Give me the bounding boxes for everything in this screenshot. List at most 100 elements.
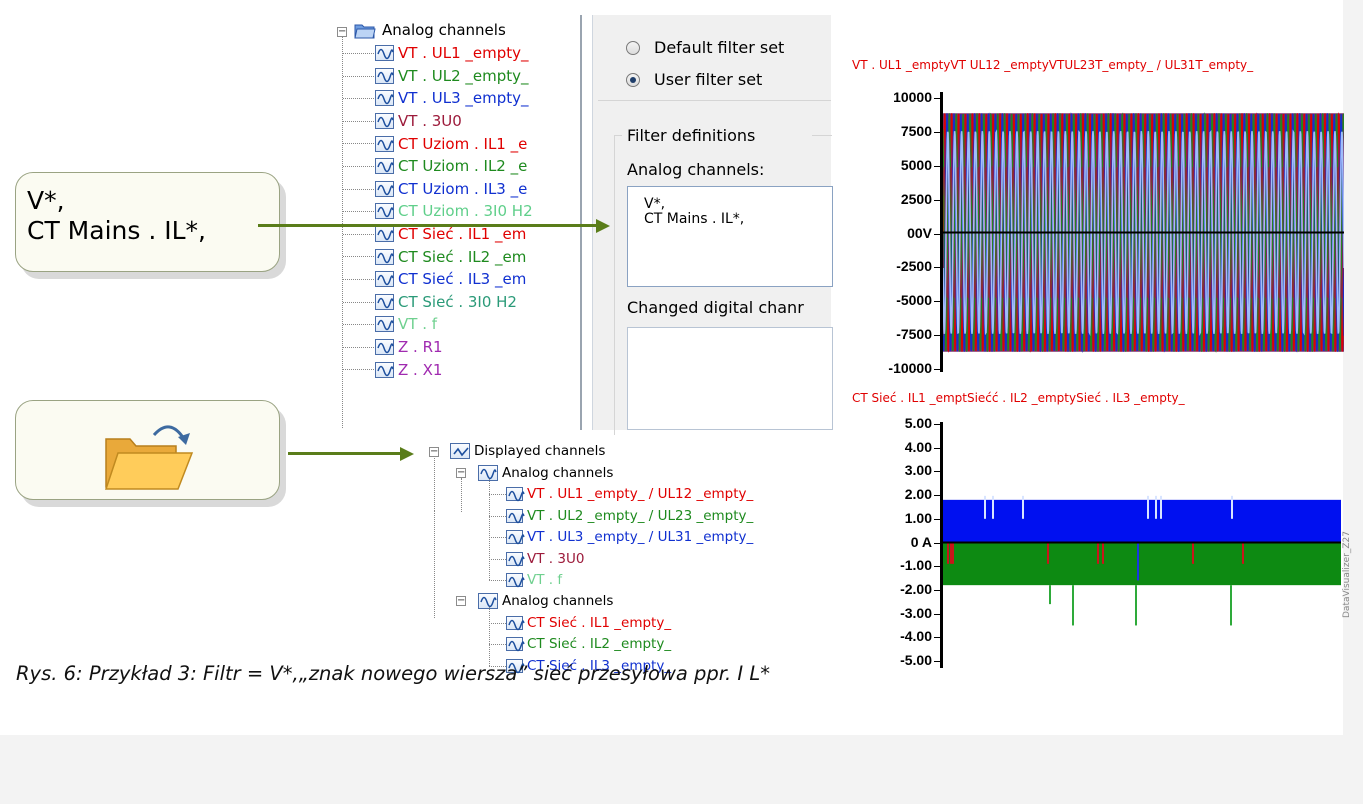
channel-group-icon (478, 593, 498, 610)
y-tick-mark (934, 542, 941, 544)
y-tick-mark (934, 301, 941, 303)
channel-icon (375, 226, 394, 243)
digital-filter-textarea[interactable] (627, 327, 833, 430)
tree-group-analog[interactable]: Analog channels (478, 591, 613, 611)
tree-item-label: CT Uziom . IL2 _e (398, 157, 528, 176)
y-tick-mark (934, 518, 941, 520)
tree-item-channel[interactable]: VT . UL2 _empty_ (375, 65, 529, 88)
callout-filter: V*, CT Mains . IL*, (15, 172, 280, 272)
folder-icon (354, 22, 376, 39)
tree-root-analog[interactable]: Analog channels (354, 19, 506, 42)
tree-item-channel[interactable]: CT Uziom . IL2 _e (375, 155, 527, 178)
tree-line (343, 301, 374, 303)
tree-item-label: VT . 3U0 (527, 550, 585, 567)
tree-item-channel[interactable]: CT Sieć . IL1 _em (375, 223, 526, 246)
tree-item-channel[interactable]: CT Uziom . IL1 _e (375, 132, 527, 155)
open-folder-icon (104, 415, 194, 495)
analog-filter-textarea[interactable]: V*, CT Mains . IL*, (627, 186, 833, 287)
chart1-plot (943, 112, 1344, 354)
tree-item-channel[interactable]: CT Sieć . IL2 _em (375, 245, 526, 268)
tree-item-channel[interactable]: VT . UL3 _empty_ (375, 87, 529, 110)
tree-item-channel[interactable]: CT Sieć . 3I0 H2 (375, 291, 517, 314)
default-filter-label: Default filter set (654, 38, 785, 57)
analog-filter-line-2: CT Mains . IL*, (644, 211, 745, 227)
groupbox-border-top (614, 135, 622, 136)
tree-line (489, 537, 506, 539)
tree-item-channel[interactable]: CT Sieć . IL2 _empty_ (506, 634, 671, 654)
tree-root-displayed[interactable]: Displayed channels (450, 441, 605, 461)
tree-line (343, 369, 374, 371)
y-tick-mark (934, 589, 941, 591)
side-label: DataVisualizer_Z27 (1342, 531, 1352, 618)
tree-item-label: CT Sieć . IL2 _empty_ (527, 636, 672, 653)
collapse-icon[interactable]: − (456, 467, 466, 478)
channel-tree-top: − Analog channels VT . UL1 _empty_ VT . U… (330, 15, 580, 430)
tree-item-channel[interactable]: VT . 3U0 (506, 549, 584, 569)
tree-item-channel[interactable]: VT . f (506, 570, 562, 590)
y-tick-mark (934, 471, 941, 473)
tree-root-label: Displayed channels (474, 443, 606, 459)
chart2-y-axis (940, 422, 943, 668)
tree-line (489, 580, 506, 581)
collapse-icon[interactable]: − (337, 26, 347, 37)
tree-group-analog[interactable]: Analog channels (478, 463, 613, 483)
channel-icon (375, 339, 394, 356)
channel-icon (506, 658, 525, 673)
tree-item-label: CT Sieć . IL3 _em (398, 270, 527, 289)
tree-line (489, 644, 506, 646)
y-tick-mark (934, 661, 941, 662)
y-tick-label: -1.00 (900, 557, 932, 574)
tree-item-label: VT . UL3 _empty_ (398, 89, 529, 108)
channel-icon (375, 316, 394, 333)
tree-item-channel[interactable]: VT . UL3 _empty_ / UL31 _empty_ (506, 527, 753, 547)
tree-line (489, 479, 490, 580)
y-tick-label: 3.00 (904, 462, 932, 479)
tree-item-channel[interactable]: VT . 3U0 (375, 110, 462, 133)
tree-item-channel[interactable]: CT Uziom . IL3 _e (375, 178, 527, 201)
y-tick-mark (934, 637, 941, 639)
collapse-icon[interactable]: − (456, 595, 466, 607)
y-tick-mark (934, 613, 941, 615)
channel-icon (375, 67, 394, 84)
tree-item-channel[interactable]: Z . R1 (375, 336, 443, 359)
groupbox-border-top-right (812, 135, 832, 136)
tree-item-label: CT Sieć . IL3 _empty_ (527, 657, 672, 674)
tree-item-label: VT . UL2 _empty_ / UL23 _empty_ (527, 507, 754, 524)
user-filter-radio[interactable]: User filter set (626, 70, 762, 89)
collapse-icon[interactable]: − (429, 446, 439, 457)
tree-line (343, 279, 374, 280)
tree-line (343, 233, 374, 235)
pane-splitter[interactable] (580, 15, 582, 430)
tree-line (434, 456, 435, 511)
tree-item-label: VT . f (527, 572, 563, 588)
radio-unchecked-icon (626, 40, 640, 55)
channel-icon (506, 551, 525, 566)
tree-item-channel[interactable]: CT Sieć . IL3 _em (375, 268, 526, 291)
y-tick-label: 7500 (900, 122, 932, 139)
tree-item-channel[interactable]: VT . UL1 _empty_ / UL12 _empty_ (506, 484, 753, 504)
tree-item-channel[interactable]: Z . X1 (375, 358, 442, 381)
tree-item-label: CT Sieć . IL1 _empty_ (527, 614, 672, 631)
tree-item-channel[interactable]: CT Sieć . IL1 _empty_ (506, 613, 671, 633)
channel-icon (506, 530, 525, 545)
tree-item-channel[interactable]: CT Sieć . IL3 _empty_ (506, 656, 671, 676)
tree-item-channel[interactable]: VT . f (375, 313, 437, 336)
default-filter-radio[interactable]: Default filter set (626, 38, 784, 57)
y-tick-mark (934, 495, 941, 497)
tree-item-label: CT Sieć . IL2 _em (398, 247, 527, 266)
channel-icon (375, 248, 394, 265)
figure-caption: Rys. 6: Przykład 3: Filtr = V*,„znak now… (16, 662, 770, 685)
chart2-band-il3 (943, 499, 1341, 543)
y-tick-label: 2500 (900, 190, 932, 207)
y-tick-label: 1.00 (904, 509, 932, 526)
arrow-line-open (288, 452, 402, 455)
y-tick-mark (934, 199, 941, 201)
tree-item-channel[interactable]: VT . UL1 _empty_ (375, 42, 529, 65)
tree-line (343, 98, 374, 100)
tree-item-channel[interactable]: VT . UL2 _empty_ / UL23 _empty_ (506, 506, 753, 526)
filter-definitions-label: Filter definitions (627, 126, 756, 145)
y-tick-label: 10000 (893, 89, 932, 105)
tree-item-label: VT . UL2 _empty_ (398, 66, 529, 85)
tree-item-channel[interactable]: CT Uziom . 3I0 H2 (375, 200, 533, 223)
tree-line (434, 511, 435, 618)
